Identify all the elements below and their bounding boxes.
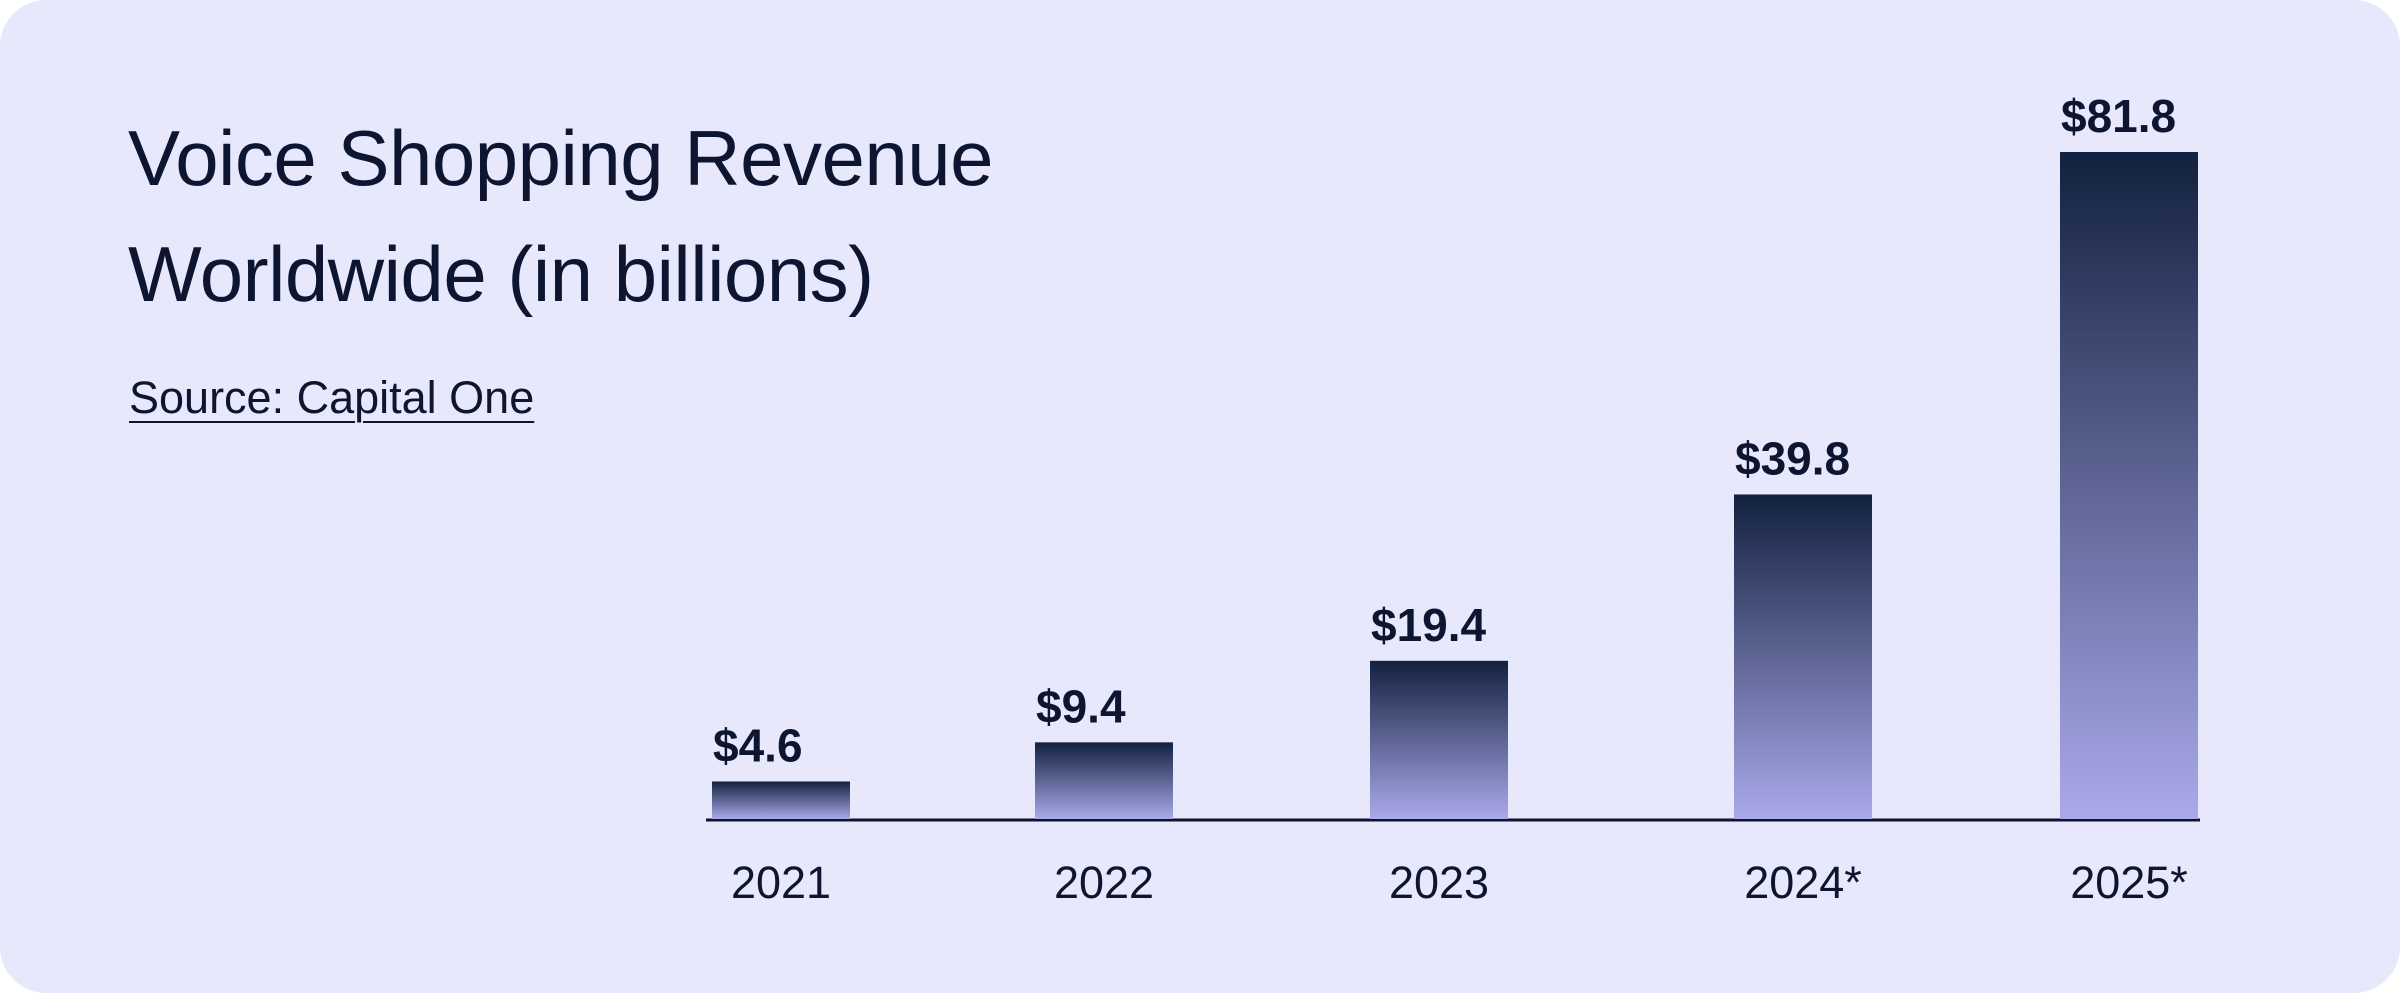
value-label: $39.8 xyxy=(1735,433,1850,485)
x-tick-label: 2024* xyxy=(1744,857,1862,908)
bar xyxy=(712,781,850,819)
bar xyxy=(1035,742,1173,819)
bar xyxy=(1370,660,1508,819)
bar xyxy=(2060,152,2198,819)
x-tick-label: 2021 xyxy=(731,857,831,908)
value-label: $81.8 xyxy=(2061,90,2176,142)
source-link[interactable]: Source: Capital One xyxy=(129,372,535,423)
value-label: $9.4 xyxy=(1036,681,1126,733)
x-tick-label: 2025* xyxy=(2070,857,2188,908)
value-label: $19.4 xyxy=(1371,599,1487,651)
value-label: $4.6 xyxy=(713,720,803,772)
bar xyxy=(1734,494,1872,819)
x-tick-label: 2022 xyxy=(1054,857,1154,908)
x-tick-label: 2023 xyxy=(1389,857,1489,908)
chart-title: Voice Shopping Revenue Worldwide (in bil… xyxy=(128,114,994,318)
